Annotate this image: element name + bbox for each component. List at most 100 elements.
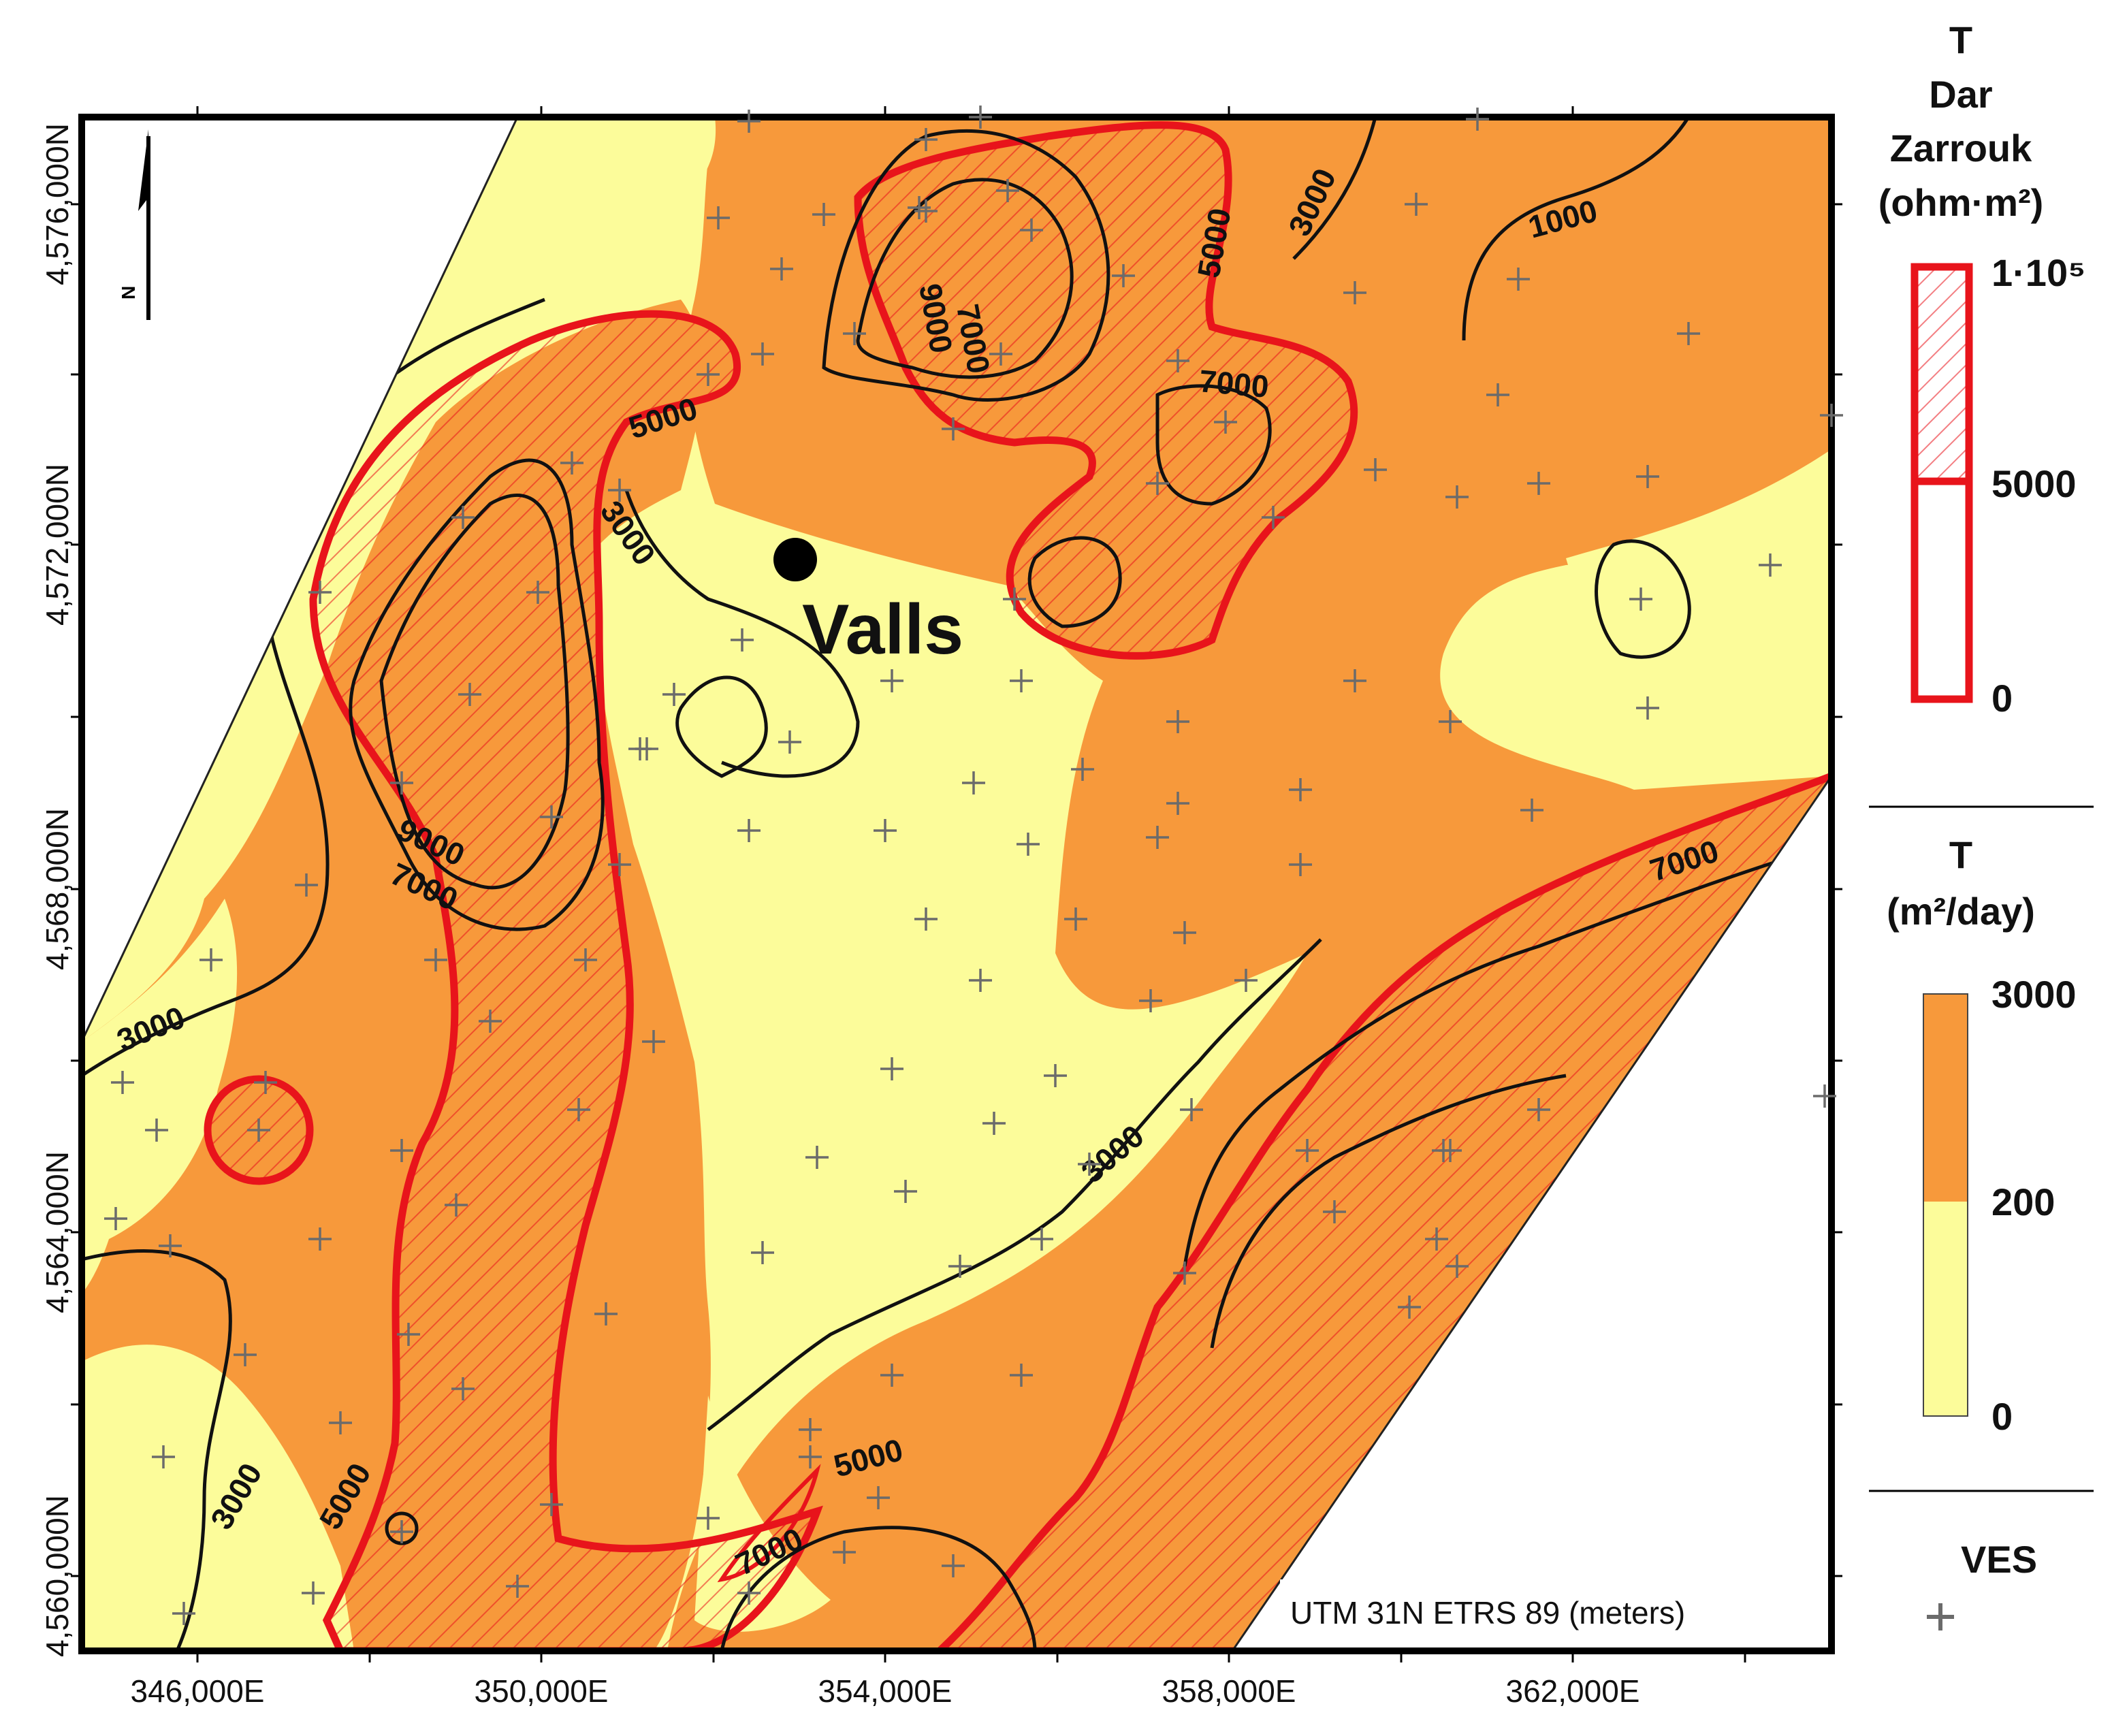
ves-marker <box>1445 1255 1469 1278</box>
ves-marker <box>1180 1098 1203 1121</box>
ves-marker <box>152 1445 175 1468</box>
contour-3000-south-west <box>82 1249 232 1651</box>
contour-inner-south-east <box>1210 1074 1567 1349</box>
ves-marker <box>1636 465 1659 488</box>
legend-dz-value: 0 <box>1991 677 2013 720</box>
ves-marker <box>567 1098 590 1121</box>
x-tick-label: 358,000E <box>1162 1673 1296 1709</box>
town-valls: Valls <box>773 538 963 669</box>
yellow-pocket-west <box>82 899 238 1293</box>
legend-dz-value: 1·10⁵ <box>1991 251 2085 294</box>
ves-marker <box>1813 1084 1836 1108</box>
contour-7000-south <box>720 1526 1037 1651</box>
ves-marker <box>1044 1064 1067 1087</box>
x-ticks <box>196 106 1746 1662</box>
north-arrow: N <box>118 129 150 320</box>
legend-dz-title-line: (ohm·m²) <box>1878 181 2044 224</box>
town-label: Valls <box>802 590 963 669</box>
town-marker <box>773 538 817 581</box>
y-axis: 4,576,000N 4,572,000N 4,568,000N 4,564,0… <box>39 123 1842 1657</box>
hatched-zone-north <box>854 121 1358 660</box>
ves-marker <box>697 363 720 386</box>
ves-marker <box>737 819 761 842</box>
ves-marker <box>159 1234 182 1257</box>
ves-marker <box>540 805 563 829</box>
ves-marker <box>1466 108 1489 131</box>
ves-marker <box>982 1112 1006 1135</box>
ves-marker <box>308 581 332 604</box>
contour-inner-north <box>856 178 1074 379</box>
ves-marker <box>1636 696 1659 720</box>
legend-t-high-swatch <box>1923 994 1968 1202</box>
ves-marker <box>1343 281 1366 304</box>
ves-marker <box>1343 669 1366 692</box>
ves-marker <box>880 1057 903 1080</box>
contour-3000-north-east <box>1292 117 1377 260</box>
ves-marker <box>111 1071 134 1094</box>
ves-marker <box>458 683 481 706</box>
ves-marker <box>1507 268 1530 291</box>
ves-marker <box>799 1418 822 1441</box>
legend-t-value: 200 <box>1991 1180 2055 1223</box>
ves-marker <box>302 1581 325 1605</box>
ves-marker <box>1010 1364 1033 1387</box>
y-tick-label: 4,560,000N <box>39 1495 75 1657</box>
ves-marker <box>1173 921 1196 944</box>
ves-marker <box>1234 969 1258 992</box>
ves-marker <box>778 730 801 754</box>
ves-marker <box>1445 485 1469 509</box>
ves-marker <box>1364 458 1387 481</box>
ves-marker <box>451 1377 475 1400</box>
ves-markers <box>104 106 1843 1625</box>
ves-marker <box>843 322 866 345</box>
ves-marker <box>1527 472 1550 495</box>
contour-7000-south-east <box>1183 842 1831 1267</box>
ves-marker <box>751 342 774 366</box>
ves-marker <box>390 1520 413 1543</box>
ves-marker <box>914 199 938 223</box>
ves-marker <box>707 206 730 229</box>
boundary-north-west <box>80 116 519 1042</box>
ves-marker <box>451 506 475 529</box>
ves-marker <box>942 1554 965 1577</box>
ves-marker <box>1010 669 1033 692</box>
ves-marker <box>1820 404 1843 427</box>
ves-marker <box>1405 193 1428 216</box>
ves-marker <box>894 1180 917 1203</box>
ves-marker <box>948 1255 972 1278</box>
ves-marker <box>1323 1200 1346 1223</box>
ves-marker <box>1520 799 1543 822</box>
ves-marker <box>962 771 985 794</box>
ves-marker <box>199 948 223 971</box>
ves-marker <box>833 1541 856 1564</box>
ves-marker <box>1112 264 1135 287</box>
ves-marker <box>574 948 597 971</box>
legend-dz-plain-swatch <box>1915 481 1969 699</box>
legend-dz-title-line: Dar <box>1929 73 1992 116</box>
ves-marker <box>424 948 447 971</box>
ves-marker <box>390 1139 413 1162</box>
ves-marker <box>234 1343 257 1366</box>
contour-loop-east <box>1595 539 1691 659</box>
ves-marker <box>390 771 413 794</box>
x-tick-label: 354,000E <box>818 1673 953 1709</box>
ves-marker <box>329 1411 352 1434</box>
ves-marker <box>805 1146 829 1169</box>
ves-marker <box>1017 833 1040 856</box>
ves-marker <box>560 451 583 475</box>
ves-marker <box>247 1119 270 1142</box>
contour-loop-centre <box>675 675 768 778</box>
x-tick-label: 350,000E <box>475 1673 609 1709</box>
ves-marker <box>397 1323 420 1346</box>
ves-marker <box>1289 778 1312 801</box>
ves-marker <box>914 128 938 151</box>
x-tick-label: 346,000E <box>131 1673 265 1709</box>
hatched-zone-west <box>309 310 823 1651</box>
ves-marker <box>1139 989 1162 1012</box>
ves-marker <box>1030 1227 1053 1251</box>
y-tick-label: 4,572,000N <box>39 464 75 626</box>
ves-marker <box>874 819 897 842</box>
crs-box: UTM 31N ETRS 89 (meters) <box>1280 1579 1818 1641</box>
ves-marker <box>1214 411 1237 434</box>
